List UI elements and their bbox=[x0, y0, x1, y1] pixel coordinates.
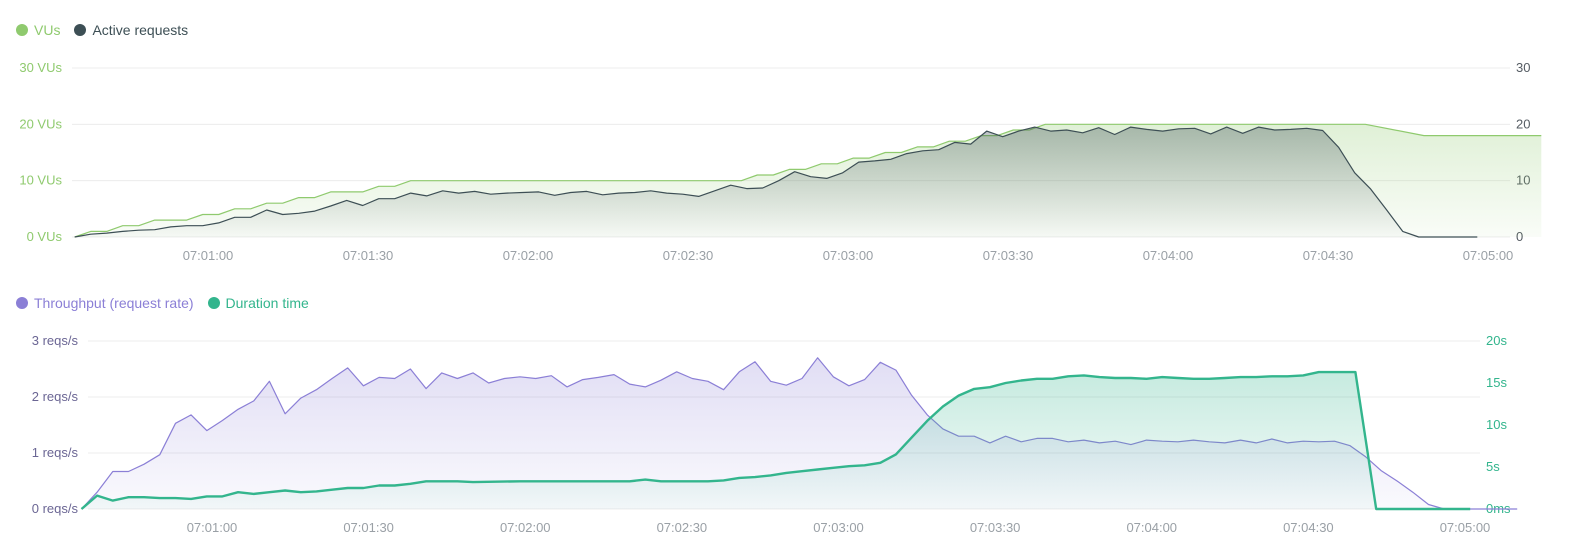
chart1-legend: VUs Active requests bbox=[16, 22, 202, 38]
y-left-tick-label: 20 VUs bbox=[19, 116, 62, 131]
x-tick-label: 07:05:00 bbox=[1463, 248, 1514, 263]
y-right-tick-label: 10s bbox=[1486, 417, 1507, 432]
x-tick-label: 07:03:30 bbox=[970, 520, 1021, 535]
series-line-duration-time bbox=[80, 370, 1471, 511]
legend-item-vus[interactable]: VUs bbox=[16, 22, 60, 38]
series-line-active-requests bbox=[74, 126, 1478, 238]
x-tick-label: 07:04:30 bbox=[1303, 248, 1354, 263]
y-right-tick-label: 20 bbox=[1516, 116, 1530, 131]
series-area-duration-time bbox=[81, 372, 1471, 509]
x-tick-label: 07:04:00 bbox=[1143, 248, 1194, 263]
x-tick-label: 07:02:00 bbox=[503, 248, 554, 263]
legend-dot-duration bbox=[207, 297, 220, 309]
x-tick-label: 07:01:00 bbox=[187, 520, 238, 535]
legend-label-active-requests: Active requests bbox=[92, 22, 189, 38]
y-right-tick-label: 30 bbox=[1516, 60, 1530, 75]
x-tick-label: 07:03:00 bbox=[813, 520, 864, 535]
series-line-vus bbox=[74, 123, 1542, 238]
x-tick-label: 07:04:30 bbox=[1283, 520, 1334, 535]
y-right-tick-label: 5s bbox=[1486, 459, 1500, 474]
y-left-tick-label: 30 VUs bbox=[19, 60, 62, 75]
chart2-legend: Throughput (request rate) Duration time bbox=[16, 295, 323, 311]
legend-item-active-requests[interactable]: Active requests bbox=[74, 22, 188, 38]
x-tick-label: 07:02:30 bbox=[663, 248, 714, 263]
throughput-chart: 0 reqs/s1 reqs/s2 reqs/s3 reqs/s0ms5s10s… bbox=[32, 333, 1518, 535]
legend-label-throughput: Throughput (request rate) bbox=[34, 295, 194, 311]
x-tick-label: 07:01:30 bbox=[343, 520, 394, 535]
y-left-tick-label: 3 reqs/s bbox=[32, 333, 79, 348]
x-tick-label: 07:03:30 bbox=[983, 248, 1034, 263]
x-tick-label: 07:02:30 bbox=[657, 520, 708, 535]
x-tick-label: 07:03:00 bbox=[823, 248, 874, 263]
x-tick-label: 07:01:00 bbox=[183, 248, 234, 263]
legend-dot-throughput bbox=[16, 297, 28, 309]
x-tick-label: 07:05:00 bbox=[1440, 520, 1491, 535]
legend-item-duration[interactable]: Duration time bbox=[207, 295, 309, 311]
x-tick-label: 07:04:00 bbox=[1126, 520, 1177, 535]
y-left-tick-label: 2 reqs/s bbox=[32, 389, 79, 404]
y-left-tick-label: 1 reqs/s bbox=[32, 445, 79, 460]
legend-label-vus: VUs bbox=[34, 22, 61, 38]
y-left-tick-label: 10 VUs bbox=[19, 173, 62, 188]
y-right-tick-label: 15s bbox=[1486, 375, 1507, 390]
y-left-tick-label: 0 VUs bbox=[27, 229, 63, 244]
y-left-tick-label: 0 reqs/s bbox=[32, 501, 79, 516]
legend-dot-active-requests bbox=[74, 24, 87, 36]
legend-label-duration: Duration time bbox=[225, 295, 309, 311]
y-right-tick-label: 20s bbox=[1486, 333, 1507, 348]
x-tick-label: 07:02:00 bbox=[500, 520, 551, 535]
x-tick-label: 07:01:30 bbox=[343, 248, 394, 263]
legend-dot-vus bbox=[16, 24, 28, 36]
legend-item-throughput[interactable]: Throughput (request rate) bbox=[16, 295, 194, 311]
